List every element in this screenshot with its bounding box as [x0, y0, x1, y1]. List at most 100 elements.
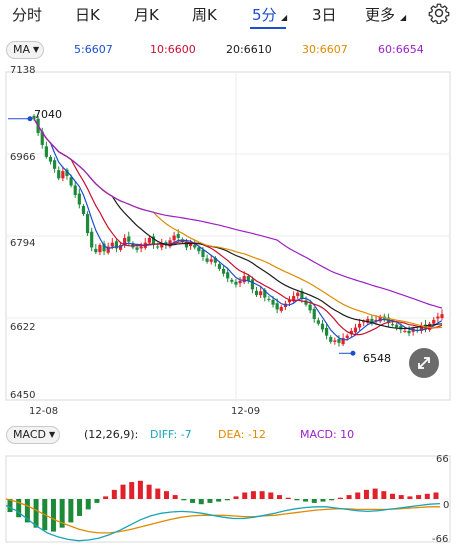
candle-body: [345, 335, 349, 339]
candle-body: [184, 241, 189, 248]
macd-histogram-bar: [24, 499, 30, 523]
candle-body: [114, 241, 119, 249]
candle-body: [151, 236, 156, 246]
tab-more[interactable]: 更多 ◢: [365, 4, 406, 25]
ma30-value: 30:6607: [302, 43, 348, 56]
macd-histogram-bar: [242, 492, 248, 499]
macd-histogram-bar: [33, 499, 39, 528]
macd-histogram-bar: [337, 497, 343, 499]
macd-histogram-bar: [7, 499, 13, 513]
ma60-line: [33, 118, 443, 309]
candle-body: [221, 268, 226, 274]
tab-label: 更多: [365, 6, 396, 24]
candle-body: [94, 248, 98, 253]
candle-body: [407, 330, 411, 334]
ma30-line: [33, 118, 443, 329]
candle-body: [226, 272, 230, 279]
macd-histogram-bar: [137, 480, 143, 499]
macd-histogram-bar: [311, 499, 317, 503]
tab-label: 日K: [75, 6, 100, 24]
macd-histogram-bar: [259, 491, 265, 499]
price-axis-label: 7138: [10, 65, 36, 76]
macd-histogram-bar: [250, 491, 256, 499]
candle-body: [275, 303, 279, 310]
candle-body: [300, 291, 304, 299]
candle-body: [263, 289, 267, 298]
ma10-value: 10:6600: [150, 43, 196, 56]
tab-label: 5分: [252, 6, 277, 24]
macd-histogram-bar: [424, 493, 430, 499]
candle-body: [337, 338, 341, 343]
macd-dea-value: DEA: -12: [218, 428, 266, 441]
fullscreen-button[interactable]: [409, 348, 439, 378]
price-axis-label: 6622: [10, 322, 36, 333]
candle-body: [370, 318, 374, 323]
candle-body: [48, 156, 53, 162]
price-axis-label: 6966: [10, 152, 36, 163]
macd-histogram-bar: [268, 492, 274, 499]
dropdown-corner-icon: ◢: [281, 13, 288, 22]
expand-arrows-icon: [418, 357, 430, 369]
candlestick-chart[interactable]: [0, 62, 461, 418]
candle-body: [209, 259, 213, 262]
candle-body: [419, 326, 423, 331]
candle-body: [362, 321, 366, 323]
ma-label: MA: [13, 43, 31, 56]
candle-body: [366, 318, 370, 323]
date-axis-label: 12-08: [29, 406, 59, 417]
ma-selector[interactable]: MA ▼: [6, 41, 45, 59]
candle-body: [259, 291, 263, 296]
macd-dea-line: [5, 498, 440, 534]
candle-body: [32, 115, 36, 119]
candle-body: [432, 319, 436, 324]
macd-chart[interactable]: [0, 448, 461, 550]
macd-histogram-bar: [416, 495, 422, 499]
candle-body: [308, 304, 312, 311]
candle-body: [217, 264, 222, 269]
candle-body: [193, 245, 197, 248]
macd-label: MACD: [13, 428, 46, 441]
candle-body: [374, 319, 378, 322]
macd-histogram-bar: [329, 499, 335, 501]
candle-body: [127, 236, 131, 242]
candle-body: [189, 243, 193, 247]
tab-monthly-k[interactable]: 月K: [134, 4, 159, 25]
candle-body: [123, 237, 127, 246]
candle-body: [403, 330, 407, 332]
tab-weekly-k[interactable]: 周K: [192, 4, 217, 25]
macd-axis-label: 0: [443, 500, 450, 511]
tab-intraday[interactable]: 分时: [12, 4, 42, 25]
macd-histogram-bar: [155, 488, 161, 499]
macd-histogram-bar: [103, 496, 109, 499]
candle-body: [176, 234, 180, 238]
tab-5min[interactable]: 5分 ◢: [252, 4, 287, 25]
candle-body: [73, 185, 77, 195]
low-marker-dot: [350, 350, 356, 356]
candle-body: [135, 247, 139, 250]
tab-daily-k[interactable]: 日K: [75, 4, 100, 25]
ma20-value: 20:6610: [226, 43, 272, 56]
macd-histogram-bar: [50, 499, 56, 532]
candle-body: [250, 279, 255, 290]
macd-indicator-bar: MACD ▼ (12,26,9): DIFF: -7 DEA: -12 MACD:…: [0, 424, 461, 446]
candle-body: [292, 296, 296, 302]
macd-histogram-bar: [68, 499, 74, 523]
macd-histogram-bar: [85, 499, 91, 510]
candle-body: [85, 214, 90, 234]
candle-body: [238, 280, 242, 284]
macd-histogram-bar: [433, 492, 439, 499]
candle-body: [304, 300, 308, 305]
candle-body: [353, 327, 358, 333]
macd-histogram-bar: [163, 491, 169, 499]
gear-icon[interactable]: [428, 2, 450, 24]
tab-label: 3日: [312, 6, 337, 24]
active-tab-indicator: [250, 27, 286, 29]
candle-body: [329, 337, 333, 342]
macd-histogram-bar: [198, 499, 204, 505]
candle-body: [213, 257, 217, 263]
macd-histogram-bar: [390, 493, 396, 499]
tab-3day[interactable]: 3日: [312, 4, 337, 25]
macd-selector[interactable]: MACD ▼: [6, 426, 61, 444]
macd-histogram-bar: [346, 495, 352, 499]
candle-body: [90, 231, 94, 248]
